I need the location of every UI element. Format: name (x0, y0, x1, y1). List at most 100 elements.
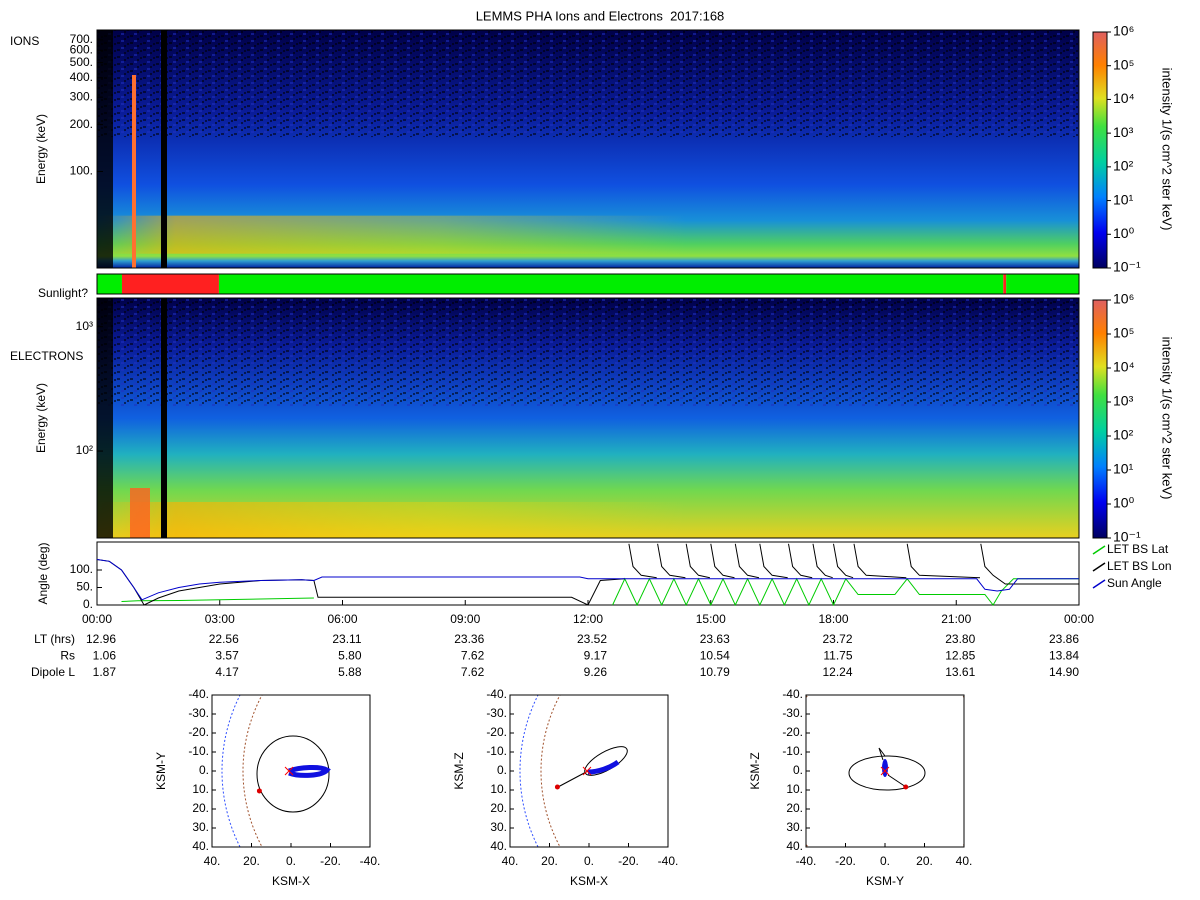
x-tick-label: 00:00 (82, 612, 112, 626)
ephemeris-value: 23.11 (332, 632, 361, 646)
boundary (540, 695, 561, 847)
y-tick-label: 30. (786, 820, 803, 834)
sunlight-segment (97, 274, 122, 294)
orbit-segment (587, 759, 620, 775)
y-tick-label: -40. (782, 687, 803, 701)
spacecraft-position (903, 784, 909, 790)
orbit-panel-1-shapes (221, 695, 331, 847)
ephemeris-label: Rs (60, 649, 75, 663)
y-tick-label: 40. (786, 839, 803, 853)
orbit-path (848, 755, 926, 791)
ephemeris-value: 10.54 (700, 649, 730, 663)
ephemeris-value: 12.24 (822, 665, 852, 679)
warm-band (97, 215, 1079, 254)
colorbar-tick-label: 10⁻¹ (1113, 529, 1141, 545)
x-axis-label: KSM-X (272, 874, 310, 888)
y-axis-label: Angle (deg) (36, 542, 50, 604)
y-tick-label: -40. (486, 687, 507, 701)
legend-swatch (1092, 579, 1106, 589)
y-tick-label: 0. (83, 597, 93, 611)
ephemeris-value: 5.80 (338, 649, 362, 663)
colorbar-tick-label: 10⁶ (1113, 291, 1134, 307)
x-tick-label: 40. (502, 854, 519, 868)
y-tick-label: -10. (486, 744, 507, 758)
data-gap (161, 30, 167, 268)
colorbar-tick-label: 10² (1113, 427, 1134, 443)
spacecraft-position (256, 788, 262, 794)
spacecraft-position (554, 784, 560, 790)
timeline-label: Sunlight? (38, 286, 88, 300)
y-axis-label: KSM-Y (154, 752, 168, 790)
figure-title: LEMMS PHA Ions and Electrons 2017:168 (476, 8, 725, 23)
y-axis-label: Energy (keV) (34, 114, 48, 184)
ephemeris-value: 11.75 (823, 649, 852, 663)
colorbar-tick-label: 10⁴ (1113, 359, 1135, 375)
ephemeris-value: 1.87 (93, 665, 117, 679)
data-gap (97, 298, 113, 538)
colorbar-tick-label: 10⁶ (1113, 23, 1134, 39)
ephemeris-label: LT (hrs) (34, 632, 75, 646)
ephemeris-value: 4.17 (215, 665, 239, 679)
colorbar-tick-label: 10¹ (1113, 461, 1134, 477)
x-tick-label: 0. (286, 854, 296, 868)
boundary (242, 695, 263, 847)
ephemeris-value: 23.86 (1049, 632, 1079, 646)
ephemeris-value: 7.62 (461, 649, 485, 663)
ephemeris-value: 5.88 (338, 665, 362, 679)
x-tick-label: 06:00 (327, 612, 357, 626)
noise (97, 30, 1079, 138)
orbit-shapes (221, 695, 964, 847)
ephemeris-value: 1.06 (93, 649, 117, 663)
x-tick-label: 0. (584, 854, 594, 868)
y-tick-label: 40. (490, 839, 507, 853)
y-tick-label: 20. (192, 801, 209, 815)
ephemeris-value: 22.56 (209, 632, 239, 646)
ephemeris-value: 23.63 (700, 632, 730, 646)
colorbar-label: intensity 1/(s cm^2 ster keV) (1160, 68, 1175, 231)
x-tick-label: 0. (880, 854, 890, 868)
ephemeris-value: 13.61 (945, 665, 975, 679)
legend-swatch (1092, 545, 1106, 555)
y-tick-label: 40. (192, 839, 209, 853)
sunlight-segment (1006, 274, 1079, 294)
orbit-segment (882, 759, 888, 777)
data-gap (161, 298, 167, 538)
series-line (121, 577, 1079, 607)
orbit-segment (288, 765, 331, 778)
frame (96, 273, 1080, 295)
planet-marker (284, 766, 294, 776)
x-tick-label: 40. (204, 854, 221, 868)
planet-marker (880, 766, 890, 776)
series-line (96, 559, 1079, 601)
ephemeris-value: 14.90 (1049, 665, 1079, 679)
x-tick-label: 20. (916, 854, 933, 868)
orbit-path (256, 735, 330, 813)
series-line (96, 543, 1079, 606)
ephemeris-value: 23.36 (454, 632, 484, 646)
y-tick-label: -20. (782, 725, 803, 739)
ephemeris-value: 9.26 (584, 665, 608, 679)
legend-swatch (1092, 562, 1106, 572)
orbit-path (584, 746, 628, 776)
x-tick-label: -20. (320, 854, 341, 868)
frame (96, 29, 1080, 269)
y-tick-label: 300. (70, 89, 93, 103)
colorbar-tick-label: 10⁻¹ (1113, 259, 1141, 275)
orbit-path (887, 774, 907, 788)
x-tick-label: 18:00 (818, 612, 848, 626)
y-tick-label: -20. (486, 725, 507, 739)
ephemeris-value: 10.79 (700, 665, 730, 679)
y-tick-label: 20. (786, 801, 803, 815)
x-tick-label: 21:00 (941, 612, 971, 626)
colorbar (1092, 31, 1108, 269)
x-tick-label: 20. (541, 854, 558, 868)
y-tick-label: 0. (793, 763, 803, 777)
x-tick-label: -20. (618, 854, 639, 868)
y-tick-label: 10² (76, 443, 93, 457)
y-tick-label: 100. (70, 164, 93, 178)
ephemeris-label: Dipole L (31, 665, 75, 679)
orbit-path (557, 770, 589, 788)
warm-band (97, 502, 1079, 538)
